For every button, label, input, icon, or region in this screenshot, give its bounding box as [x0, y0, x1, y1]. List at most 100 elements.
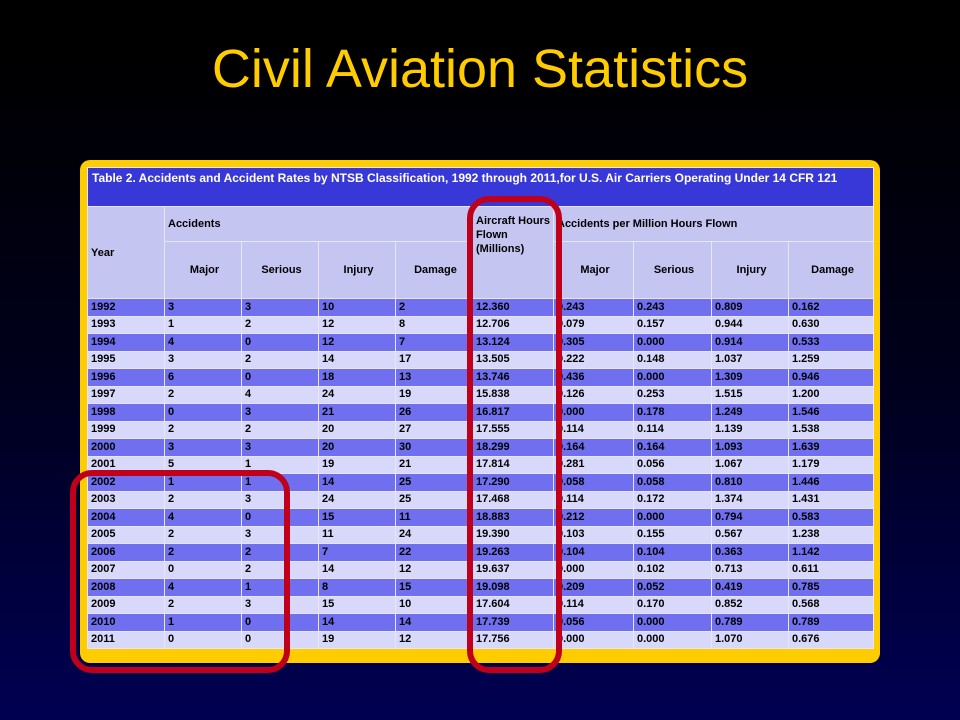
- cell-year: 2003: [87, 490, 165, 509]
- cell-accidents-injury: 15: [318, 595, 396, 614]
- cell-year: 2009: [87, 595, 165, 614]
- cell-accidents-serious: 3: [241, 298, 319, 317]
- cell-rate-major: 0.126: [553, 385, 634, 404]
- cell-rate-damage: 1.142: [787, 543, 875, 562]
- cell-accidents-injury: 24: [318, 490, 396, 509]
- cell-accidents-serious: 0: [241, 368, 319, 387]
- subheader-major: Major: [164, 241, 242, 299]
- cell-rate-serious: 0.243: [633, 298, 712, 317]
- cell-accidents-major: 3: [164, 298, 242, 317]
- cell-aircraft-hours: 17.290: [472, 473, 554, 492]
- table-row: 2002 1 1 14 25 17.290 0.058 0.058 0.810 1.446: [87, 473, 875, 492]
- cell-rate-damage: 0.946: [787, 368, 875, 387]
- cell-rate-injury: 1.070: [711, 630, 789, 649]
- subheader-damage: Damage: [395, 241, 473, 299]
- cell-accidents-major: 4: [164, 333, 242, 352]
- subheader-injury: Injury: [318, 241, 396, 299]
- cell-accidents-injury: 14: [318, 560, 396, 579]
- cell-year: 1994: [87, 333, 165, 352]
- cell-aircraft-hours: 19.390: [472, 525, 554, 544]
- cell-rate-serious: 0.102: [633, 560, 712, 579]
- cell-rate-damage: 1.546: [787, 403, 875, 422]
- cell-accidents-serious: 3: [241, 595, 319, 614]
- cell-rate-damage: 1.259: [787, 350, 875, 369]
- table-row: 2003 2 3 24 25 17.468 0.114 0.172 1.374 1.431: [87, 490, 875, 509]
- cell-accidents-damage: 26: [395, 403, 473, 422]
- cell-rate-damage: 1.639: [787, 438, 875, 457]
- cell-rate-serious: 0.000: [633, 368, 712, 387]
- cell-rate-injury: 0.794: [711, 508, 789, 527]
- cell-accidents-serious: 4: [241, 385, 319, 404]
- cell-accidents-major: 4: [164, 508, 242, 527]
- cell-rate-damage: 0.785: [787, 578, 875, 597]
- cell-accidents-injury: 24: [318, 385, 396, 404]
- cell-rate-major: 0.104: [553, 543, 634, 562]
- cell-rate-damage: 0.568: [787, 595, 875, 614]
- cell-rate-injury: 1.309: [711, 368, 789, 387]
- cell-aircraft-hours: 19.263: [472, 543, 554, 562]
- cell-year: 1997: [87, 385, 165, 404]
- cell-rate-damage: 0.789: [787, 613, 875, 632]
- cell-rate-major: 0.079: [553, 315, 634, 334]
- cell-aircraft-hours: 13.746: [472, 368, 554, 387]
- cell-rate-damage: 0.162: [787, 298, 875, 317]
- table-row: 2004 4 0 15 11 18.883 0.212 0.000 0.794 0.583: [87, 508, 875, 527]
- cell-accidents-damage: 13: [395, 368, 473, 387]
- cell-rate-serious: 0.000: [633, 333, 712, 352]
- cell-accidents-serious: 3: [241, 525, 319, 544]
- cell-accidents-damage: 10: [395, 595, 473, 614]
- cell-aircraft-hours: 12.360: [472, 298, 554, 317]
- cell-rate-injury: 0.363: [711, 543, 789, 562]
- cell-year: 2004: [87, 508, 165, 527]
- cell-rate-serious: 0.104: [633, 543, 712, 562]
- cell-accidents-injury: 18: [318, 368, 396, 387]
- cell-accidents-injury: 20: [318, 438, 396, 457]
- cell-accidents-major: 1: [164, 613, 242, 632]
- cell-accidents-major: 2: [164, 385, 242, 404]
- cell-accidents-major: 3: [164, 438, 242, 457]
- cell-rate-serious: 0.157: [633, 315, 712, 334]
- cell-accidents-major: 3: [164, 350, 242, 369]
- table-row: 1993 1 2 12 8 12.706 0.079 0.157 0.944 0.630: [87, 315, 875, 334]
- cell-accidents-damage: 25: [395, 473, 473, 492]
- cell-rate-damage: 0.630: [787, 315, 875, 334]
- cell-rate-major: 0.114: [553, 490, 634, 509]
- cell-accidents-major: 4: [164, 578, 242, 597]
- cell-accidents-injury: 14: [318, 473, 396, 492]
- cell-rate-damage: 0.676: [787, 630, 875, 649]
- cell-year: 2011: [87, 630, 165, 649]
- cell-accidents-serious: 1: [241, 473, 319, 492]
- table-row: 1995 3 2 14 17 13.505 0.222 0.148 1.037 1.259: [87, 350, 875, 369]
- subheader-serious: Serious: [241, 241, 319, 299]
- cell-rate-major: 0.243: [553, 298, 634, 317]
- cell-accidents-injury: 10: [318, 298, 396, 317]
- cell-accidents-major: 0: [164, 403, 242, 422]
- cell-accidents-major: 6: [164, 368, 242, 387]
- table-row: 1992 3 3 10 2 12.360 0.243 0.243 0.809 0.162: [87, 298, 875, 317]
- cell-aircraft-hours: 17.604: [472, 595, 554, 614]
- cell-accidents-major: 0: [164, 560, 242, 579]
- cell-rate-major: 0.114: [553, 595, 634, 614]
- cell-accidents-injury: 14: [318, 350, 396, 369]
- cell-rate-injury: 0.789: [711, 613, 789, 632]
- header-accident-rates: Accidents per Million Hours Flown: [552, 206, 875, 242]
- cell-accidents-damage: 19: [395, 385, 473, 404]
- cell-rate-injury: 1.374: [711, 490, 789, 509]
- cell-accidents-serious: 2: [241, 315, 319, 334]
- cell-rate-major: 0.281: [553, 455, 634, 474]
- cell-rate-serious: 0.148: [633, 350, 712, 369]
- cell-rate-damage: 1.431: [787, 490, 875, 509]
- accident-statistics-table: Table 2. Accidents and Accident Rates by…: [86, 167, 875, 649]
- cell-year: 1993: [87, 315, 165, 334]
- cell-year: 2001: [87, 455, 165, 474]
- cell-rate-serious: 0.000: [633, 630, 712, 649]
- table-row: 1998 0 3 21 26 16.817 0.000 0.178 1.249 1.546: [87, 403, 875, 422]
- header-aircraft-hours: Aircraft Hours Flown (Millions): [472, 206, 554, 299]
- cell-aircraft-hours: 17.756: [472, 630, 554, 649]
- cell-rate-injury: 0.852: [711, 595, 789, 614]
- subheader-rate-damage: Damage: [787, 241, 875, 299]
- cell-aircraft-hours: 17.739: [472, 613, 554, 632]
- cell-year: 2005: [87, 525, 165, 544]
- cell-rate-serious: 0.000: [633, 508, 712, 527]
- cell-rate-serious: 0.170: [633, 595, 712, 614]
